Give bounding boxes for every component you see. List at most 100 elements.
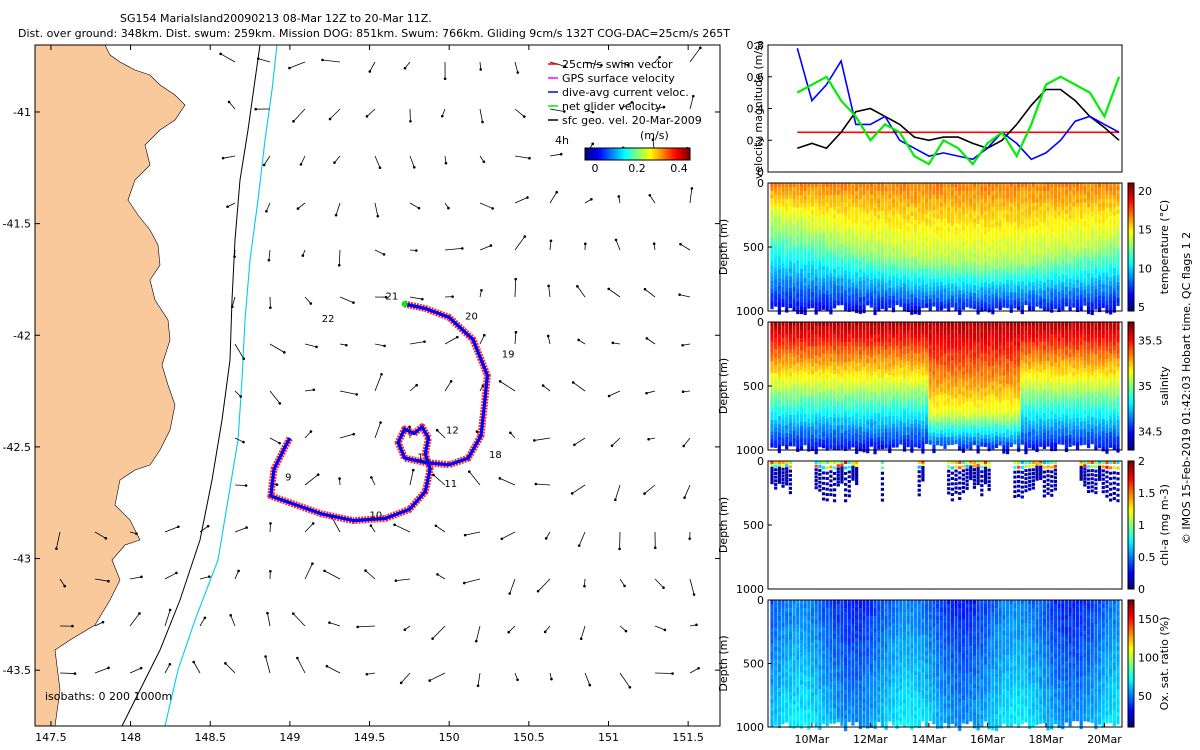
profile-point — [947, 263, 951, 268]
sfc-velocity-arrow — [549, 240, 552, 251]
profile-point — [877, 333, 881, 339]
profile-point — [906, 215, 910, 220]
profile-point — [774, 337, 778, 342]
profile-point — [788, 442, 793, 447]
profile-point — [1050, 223, 1054, 228]
profile-point — [788, 296, 793, 301]
profile-point — [807, 230, 811, 235]
profile-point — [1053, 226, 1058, 231]
profile-point — [1090, 224, 1094, 229]
map-ytick-label: -41.5 — [3, 218, 31, 231]
profile-point — [961, 258, 966, 263]
velocity-ytick-label: 0.8 — [747, 39, 765, 52]
profile-point — [774, 283, 778, 288]
profile-point — [888, 288, 892, 293]
profile-point — [895, 408, 899, 413]
sfc-velocity-arrow — [304, 563, 313, 580]
profile-point — [858, 382, 862, 387]
profile-point — [829, 285, 833, 290]
profile-point — [932, 213, 936, 219]
profile-point — [851, 439, 855, 444]
profile-point — [1086, 293, 1091, 298]
profile-point — [832, 322, 837, 327]
profile-point — [1035, 217, 1039, 222]
profile-point — [880, 369, 885, 374]
profile-point — [1013, 210, 1017, 215]
profile-point — [1024, 224, 1028, 230]
profile-colorbar-cell — [1128, 211, 1134, 215]
profile-point — [877, 251, 881, 256]
profile-point — [1105, 305, 1109, 310]
profile-point — [976, 199, 980, 204]
profile-point — [924, 202, 929, 207]
profile-point — [799, 191, 804, 196]
profile-point — [980, 267, 984, 272]
profile-point — [781, 325, 785, 331]
profile-point — [972, 293, 977, 298]
profile-point — [777, 285, 781, 290]
profile-point — [1031, 242, 1035, 247]
profile-point — [1061, 183, 1065, 188]
profile-point — [799, 438, 804, 443]
profile-point — [913, 400, 918, 405]
profile-point — [1028, 234, 1032, 240]
profile-point — [924, 206, 929, 211]
profile-point — [770, 214, 774, 219]
profile-point — [1046, 183, 1050, 188]
profile-point — [858, 430, 862, 436]
profile-point — [785, 255, 789, 261]
profile-point — [958, 310, 962, 315]
profile-point — [862, 444, 866, 449]
profile-point — [1013, 253, 1017, 258]
profile-point — [902, 203, 907, 208]
profile-point — [796, 423, 800, 428]
profile-point — [785, 199, 789, 204]
profile-point — [803, 211, 807, 217]
profile-point — [873, 350, 877, 356]
profile-point — [855, 342, 859, 347]
profile-point — [913, 333, 918, 338]
profile-point — [1028, 250, 1032, 255]
profile-point — [818, 388, 822, 393]
sfc-velocity-arrowhead — [683, 496, 686, 499]
profile-point — [1035, 248, 1039, 253]
profile-point — [1035, 260, 1039, 265]
profile-point — [803, 391, 807, 396]
profile-point — [1050, 300, 1054, 305]
profile-point — [928, 207, 932, 212]
profile-point — [891, 267, 896, 272]
profile-point — [1039, 218, 1043, 223]
speed-colorbar-cell — [681, 148, 684, 160]
profile-point — [836, 217, 840, 222]
profile-point — [928, 247, 932, 252]
profile-point — [1057, 195, 1061, 200]
profile-point — [840, 329, 844, 335]
profile-point — [814, 338, 818, 343]
sfc-velocity-arrow — [499, 381, 516, 392]
profile-point — [913, 376, 918, 381]
profile-point — [821, 222, 826, 227]
profile-point — [913, 384, 918, 389]
profile-point — [1116, 205, 1120, 211]
profile-point — [969, 237, 973, 243]
profile-point — [954, 218, 958, 224]
profile-point — [902, 219, 907, 224]
sfc-velocity-arrowhead — [107, 666, 110, 670]
profile-point — [1028, 202, 1032, 208]
profile-point — [939, 222, 943, 227]
profile-point — [965, 295, 969, 300]
profile-point — [1042, 258, 1046, 264]
profile-point — [1097, 199, 1102, 204]
sfc-velocity-arrow — [683, 437, 691, 447]
speed-colorbar-cell — [592, 148, 595, 160]
profile-point — [895, 277, 899, 283]
profile-point — [991, 191, 995, 196]
profile-point — [1086, 309, 1091, 315]
profile-point — [866, 289, 870, 294]
profile-point — [921, 233, 925, 239]
profile-point — [958, 211, 962, 217]
profile-point — [1072, 217, 1076, 223]
profile-point — [1009, 304, 1013, 309]
profile-point — [832, 410, 837, 415]
profile-point — [770, 297, 774, 302]
